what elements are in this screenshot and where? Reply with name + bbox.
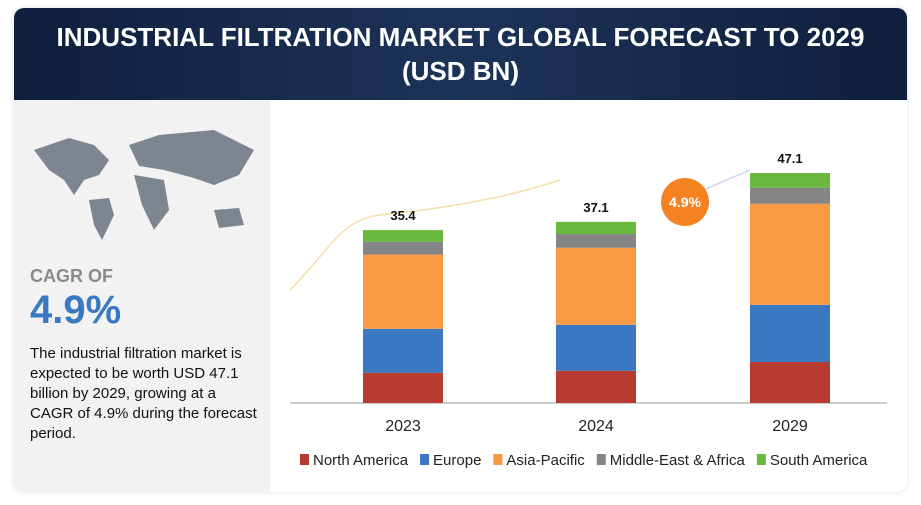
- bar-segment: [556, 324, 636, 371]
- legend-swatch: [420, 454, 430, 465]
- bar-segment: [750, 173, 830, 188]
- side-panel: CAGR OF 4.9% The industrial filtration m…: [14, 100, 270, 492]
- bar-segment: [556, 370, 636, 403]
- bar-segment: [750, 361, 830, 403]
- bar-segment: [750, 304, 830, 362]
- cagr-bubble-label: 4.9%: [669, 194, 701, 210]
- bar-segment: [556, 234, 636, 248]
- bar-segment: [363, 372, 443, 403]
- bar-segment: [750, 187, 830, 204]
- legend-label: Middle-East & Africa: [610, 452, 746, 469]
- bar-segment: [363, 230, 443, 242]
- bar-segment: [363, 254, 443, 329]
- x-tick-label: 2023: [385, 418, 421, 435]
- bar-segment: [750, 203, 830, 305]
- legend-label: South America: [770, 452, 868, 469]
- bar-segment: [556, 247, 636, 325]
- total-label: 35.4: [390, 208, 416, 223]
- bar-segment: [556, 221, 636, 235]
- world-map: [34, 130, 254, 240]
- bar-segment: [363, 328, 443, 373]
- chart-title: INDUSTRIAL FILTRATION MARKET GLOBAL FORE…: [56, 22, 865, 86]
- description: The industrial filtration market is expe…: [30, 345, 257, 442]
- legend-swatch: [493, 454, 503, 465]
- total-label: 47.1: [777, 151, 802, 166]
- cagr-bubble: [661, 178, 709, 226]
- legend-label: Europe: [433, 452, 481, 469]
- legend-swatch: [756, 454, 766, 465]
- legend-label: Asia-Pacific: [506, 452, 585, 469]
- total-label: 37.1: [583, 200, 608, 215]
- bar-segment: [363, 241, 443, 255]
- legend-swatch: [300, 454, 309, 465]
- header: INDUSTRIAL FILTRATION MARKET GLOBAL FORE…: [14, 8, 907, 100]
- x-tick-label: 2024: [578, 418, 614, 435]
- legend-swatch: [596, 454, 606, 465]
- cagr-label: CAGR OF: [30, 266, 113, 286]
- legend-label: North America: [313, 452, 409, 469]
- x-tick-label: 2029: [772, 418, 808, 435]
- cagr-value: 4.9%: [30, 288, 122, 332]
